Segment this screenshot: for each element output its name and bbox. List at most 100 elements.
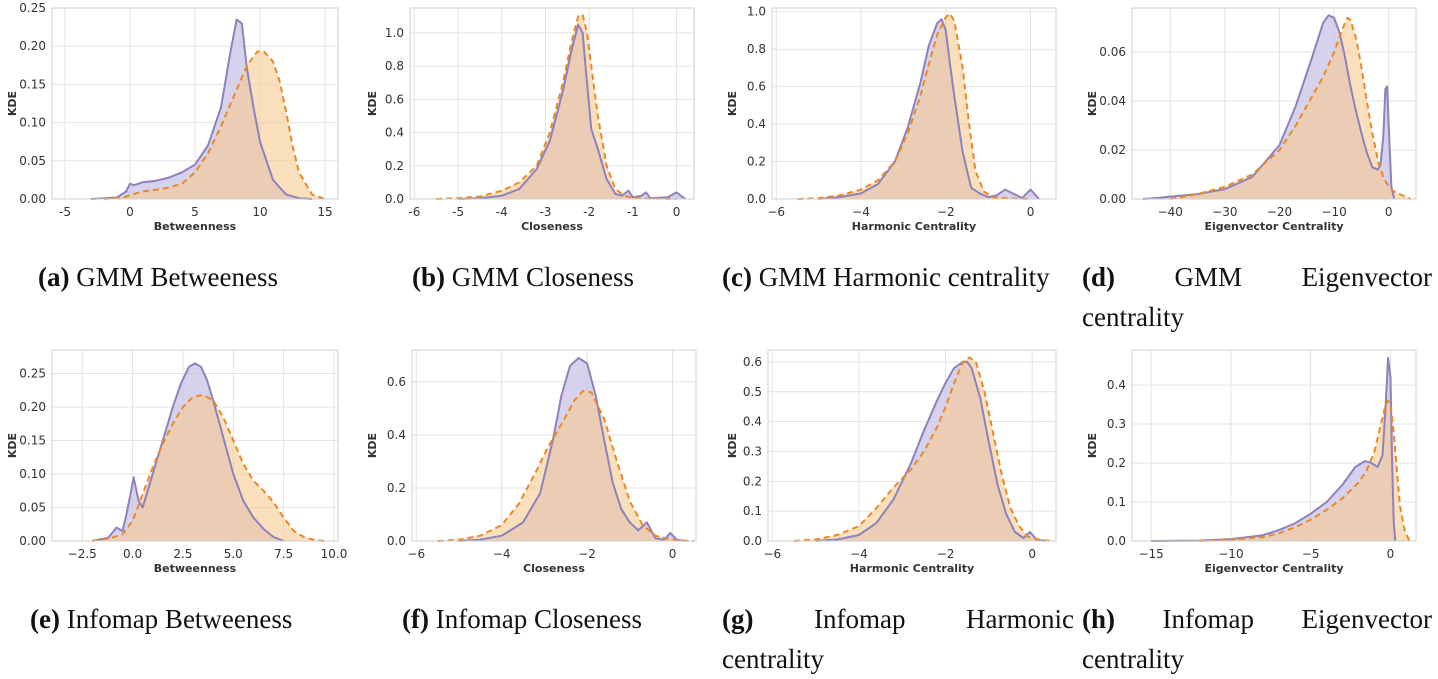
caption-c: (c) GMM Harmonic centrality [722, 257, 1074, 297]
y-tick-label: 0.2 [1107, 456, 1126, 470]
series-purple-area [1151, 357, 1396, 541]
y-axis-label: KDE [1086, 433, 1099, 458]
x-tick-label: −6 [407, 547, 425, 561]
series-orange-area [436, 14, 677, 199]
plot-frame [771, 7, 1057, 200]
x-tick-label: -5 [59, 205, 71, 219]
x-tick-label: −4 [850, 547, 868, 561]
x-tick-label: −30 [1212, 205, 1237, 219]
y-tick-label: 0.0 [1107, 534, 1126, 548]
caption-g: (g) Infomap Harmonic centrality [722, 599, 1074, 679]
y-tick-label: 0.15 [19, 433, 46, 447]
caption-text-d: GMM Eigenvector centrality [1082, 262, 1433, 332]
plot-frame [1131, 349, 1417, 542]
x-axis-label: Closeness [523, 562, 585, 575]
x-tick-label: 5.0 [224, 547, 243, 561]
x-tick-label: −2 [937, 205, 955, 219]
series-orange-line [797, 12, 1031, 200]
y-tick-label: 0.4 [385, 126, 404, 140]
kde-plot-d: −40 −30 −20 −10 0 0.00 0.02 0.04 0.06 Eigenvector… [1086, 7, 1417, 233]
x-tick-label: 0 [1027, 205, 1035, 219]
caption-h: (h) Infomap Eigenvector centrality [1082, 599, 1432, 679]
x-tick-label: −40 [1158, 205, 1183, 219]
plot-frame [51, 7, 339, 200]
x-axis-label: Closeness [521, 220, 583, 233]
y-tick-label: 0.2 [747, 155, 766, 169]
x-tick-label: 10 [252, 205, 267, 219]
y-axis-label: KDE [366, 91, 379, 116]
y-tick-label: 0.6 [387, 375, 406, 389]
y-tick-label: 0.4 [1107, 378, 1126, 392]
series-purple-line [458, 23, 686, 200]
caption-a: (a) GMM Betweeness [38, 257, 358, 297]
kde-plot-h: −15 −10 −5 0 0.0 0.1 0.2 0.3 0.4 Eigenvector Cent… [1086, 349, 1417, 575]
chart-panel-infomap-harmonic: −6 −4 −2 0 0.0 0.1 0.2 0.3 0.4 0.5 0.6 Harmonic Cen… [720, 342, 1074, 674]
x-tick-label: −4 [493, 547, 511, 561]
y-tick-label: 0.20 [19, 400, 46, 414]
caption-b: (b) GMM Closeness [412, 257, 732, 297]
y-tick-label: 0.06 [1099, 45, 1126, 59]
x-tick-label: 7.5 [274, 547, 293, 561]
kde-plot-c: −6 −4 −2 0 0.0 0.2 0.4 0.6 0.8 1.0 Harmonic Centra… [726, 5, 1057, 233]
y-tick-label: 0.6 [385, 92, 404, 106]
x-tick-label: -2 [583, 205, 595, 219]
series-purple-line [1151, 356, 1397, 542]
series-orange-area [92, 394, 324, 541]
y-tick-label: 0.3 [1107, 417, 1126, 431]
series-orange-area [797, 13, 1031, 199]
caption-tag-e: (e) [30, 604, 60, 634]
y-tick-label: 0.8 [385, 59, 404, 73]
x-tick-label: −4 [852, 205, 870, 219]
y-tick-label: 0.1 [743, 504, 762, 518]
y-tick-label: 0.05 [19, 154, 46, 168]
series-orange-line [1198, 399, 1411, 542]
y-tick-label: 1.0 [747, 5, 766, 19]
series-orange-area [1170, 17, 1411, 199]
caption-text-e: Infomap Betweeness [66, 604, 293, 634]
x-axis-label: Betweenness [154, 220, 237, 233]
x-tick-label: 0.0 [123, 547, 142, 561]
x-tick-label: −10 [1218, 547, 1243, 561]
y-tick-label: 0.04 [1099, 94, 1126, 108]
caption-tag-g: (g) [722, 604, 754, 634]
chart-panel-gmm-harmonic: −6 −4 −2 0 0.0 0.2 0.4 0.6 0.8 1.0 Harmonic Centra… [720, 0, 1060, 292]
series-orange-area [1199, 400, 1410, 541]
kde-plot-g: −6 −4 −2 0 0.0 0.1 0.2 0.3 0.4 0.5 0.6 Harmonic Cen… [726, 349, 1057, 575]
series-purple-line [815, 360, 1046, 542]
x-tick-label: −2 [578, 547, 596, 561]
series-orange-line [92, 393, 325, 542]
y-tick-label: 0.2 [387, 481, 406, 495]
y-tick-label: 0.4 [387, 428, 406, 442]
series-purple-line [458, 357, 686, 542]
chart-panel-infomap-closeness: −6 −4 −2 0 0.0 0.2 0.4 0.6 Closeness KDE (f) Info… [360, 342, 700, 634]
y-tick-label: 0.10 [19, 467, 46, 481]
y-axis-label: KDE [1086, 91, 1099, 116]
x-tick-label: 0 [1028, 547, 1036, 561]
y-tick-label: 0.4 [743, 415, 762, 429]
x-tick-label: −6 [763, 547, 781, 561]
x-tick-label: 15 [317, 205, 332, 219]
x-tick-label: -6 [408, 205, 420, 219]
plot-frame [1131, 7, 1417, 200]
x-tick-label: −20 [1267, 205, 1292, 219]
chart-panel-gmm-eigenvector: −40 −30 −20 −10 0 0.00 0.02 0.04 0.06 Eigenvector… [1080, 0, 1432, 332]
chart-panel-infomap-eigenvector: −15 −10 −5 0 0.0 0.1 0.2 0.3 0.4 Eigenvector Cent… [1080, 342, 1432, 674]
y-tick-label: 0.3 [743, 444, 762, 458]
x-axis-label: Harmonic Centrality [852, 220, 976, 233]
y-axis-label: KDE [6, 91, 19, 116]
series-purple-line [92, 362, 284, 542]
y-axis-label: KDE [726, 433, 739, 458]
series-orange-line [436, 13, 677, 200]
chart-panel-gmm-closeness: -6 -5 -4 -3 -2 -1 0 0.0 0.2 0.4 0.6 0.8 1.0 Closeness… [360, 0, 700, 292]
caption-d: (d) GMM Eigenvector centrality [1082, 257, 1432, 337]
x-tick-label: −2 [937, 547, 955, 561]
x-tick-label: −5 [1302, 547, 1320, 561]
y-tick-label: 0.1 [1107, 495, 1126, 509]
y-tick-label: 1.0 [385, 26, 404, 40]
y-tick-label: 0.8 [747, 42, 766, 56]
caption-tag-b: (b) [412, 262, 445, 292]
series-purple-line [90, 18, 313, 200]
caption-tag-c: (c) [722, 262, 752, 292]
series-orange-area [793, 357, 1054, 541]
x-tick-label: −6 [767, 205, 785, 219]
